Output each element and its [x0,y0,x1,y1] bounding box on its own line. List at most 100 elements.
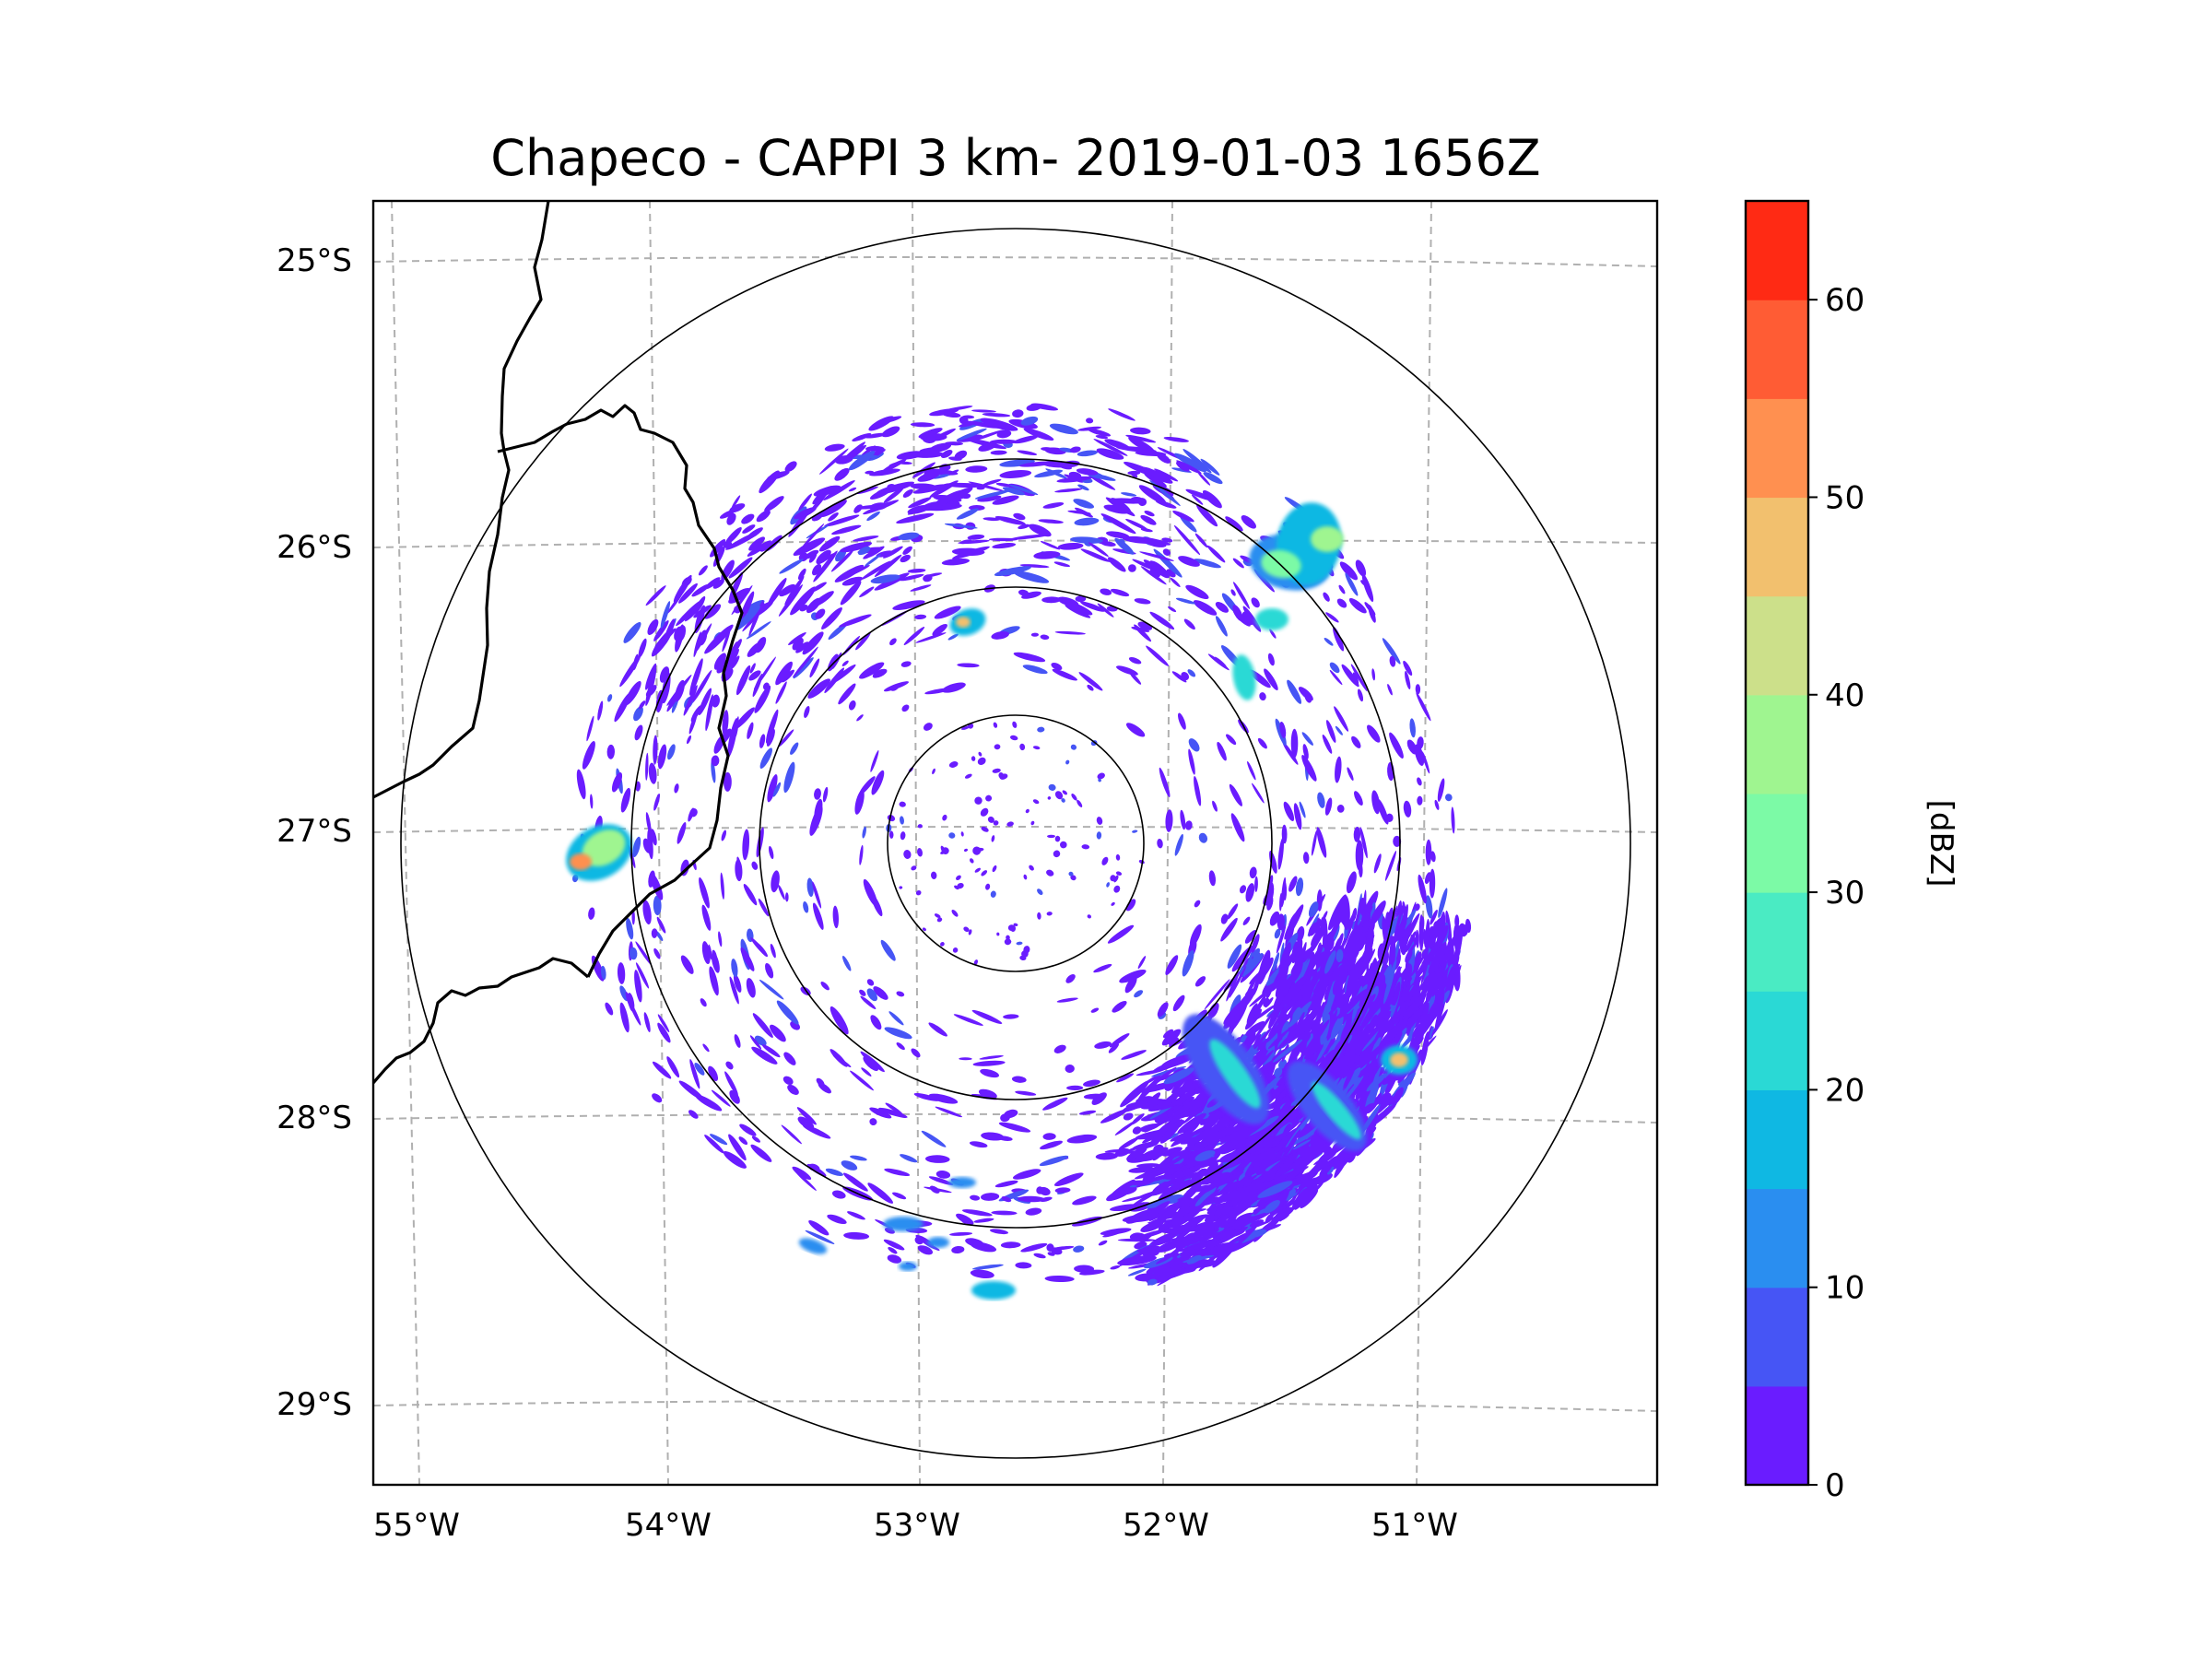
echo-speck [1333,627,1345,652]
echo-speck [1319,939,1332,982]
echo-speck [1149,1128,1169,1147]
echo-speck [695,623,712,653]
echo-speck [1157,1116,1181,1135]
echo-speck [1160,1091,1180,1109]
echo-speck [755,941,768,958]
echo-speck [1417,736,1424,749]
echo-speck [1065,973,1076,983]
echo-speck [653,947,661,959]
echo-speck [711,1089,731,1107]
echo-speck [1373,853,1382,874]
echo-speck [1163,1067,1194,1085]
echo-speck [1114,1120,1136,1135]
echo-speck [940,942,945,947]
echo-speck [690,705,702,722]
echo-speck [1215,616,1228,637]
echo-speck [1193,1259,1206,1270]
echo-speck [1093,439,1128,456]
echo-speck [1232,609,1251,627]
echo-speck [1241,1143,1268,1155]
echo-speck [1167,1120,1185,1133]
echo-speck [1140,1220,1164,1232]
echo-speck [652,1061,672,1079]
echo-speck [1217,741,1227,761]
echo-speck [1277,913,1286,931]
echo-speck [1301,732,1313,746]
echo-speck [742,829,750,861]
echo-speck [1125,518,1148,531]
echo-speck [994,516,1026,525]
echo-speck [861,445,876,457]
west-storm [570,853,592,870]
echo-speck [949,1231,973,1236]
reflectivity-echoes [566,403,1472,1300]
echo-speck [1383,959,1397,1005]
colorbar-segment [1746,991,1808,1090]
echo-speck [1033,550,1061,559]
echo-speck [751,1135,760,1143]
echo-speck [812,881,822,909]
echo-speck [892,600,925,610]
echo-speck [1206,1206,1218,1215]
echo-speck [576,769,586,800]
echo-speck [1106,1186,1134,1202]
echo-speck [869,468,900,477]
echo-speck [1227,903,1239,920]
colorbar-label: [dBZ] [1923,800,1959,888]
echo-speck [1420,975,1430,991]
echo-speck [1203,472,1223,485]
echo-speck [1040,1140,1063,1150]
echo-speck [1325,720,1336,743]
echo-speck [929,408,959,417]
echo-speck [778,729,794,747]
echo-speck [1172,511,1194,523]
echo-speck [657,744,667,770]
echo-speck [932,623,947,636]
echo-speck [1078,1269,1105,1276]
echo-speck [832,905,839,929]
echo-speck [1002,487,1025,496]
echo-speck [889,638,897,646]
map-frame [371,199,1659,1487]
echo-speck [806,877,814,898]
echo-speck [1131,626,1150,632]
echo-speck [1029,865,1034,871]
echo-speck [1187,1126,1217,1147]
echo-speck [1127,1268,1147,1277]
echo-speck [710,1134,728,1146]
echo-speck [735,665,751,696]
range-ring [400,228,1631,1459]
echo-speck [611,771,623,793]
echo-speck [1076,468,1099,476]
echo-speck [908,497,932,509]
echo-speck [1335,725,1343,735]
echo-speck [857,546,871,556]
echo-speck [734,707,755,730]
echo-speck [746,621,771,640]
echo-speck [913,1092,940,1101]
echo-speck [699,877,710,909]
echo-speck [980,1068,999,1078]
echo-speck [860,995,877,1010]
echo-speck [928,489,963,511]
echo-speck [1230,813,1245,842]
echo-speck [952,947,959,953]
echo-speck [729,1089,740,1104]
echo-speck [1330,962,1347,982]
echo-speck [619,1002,629,1033]
echo-speck [804,705,810,719]
echo-speck [1009,735,1018,741]
echo-speck [841,1160,858,1171]
echo-speck [1101,856,1109,865]
echo-speck [951,1245,965,1254]
echo-speck [838,683,856,705]
echo-speck [678,582,698,604]
echo-speck [948,761,959,768]
echo-speck [1189,1138,1215,1151]
echo-speck [1393,903,1404,942]
echo-speck [942,814,947,821]
echo-speck [1105,531,1130,539]
echo-speck [1265,1013,1290,1043]
echo-speck [1200,1189,1220,1206]
echo-speck [1385,1095,1394,1106]
